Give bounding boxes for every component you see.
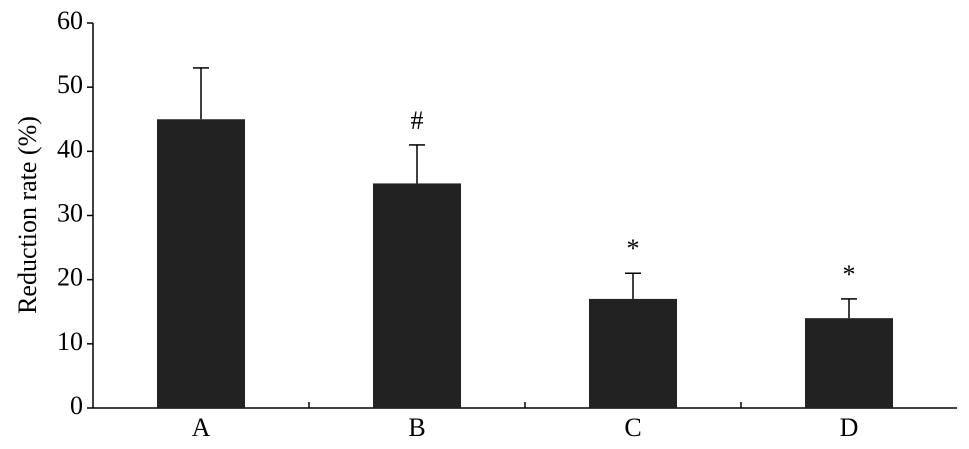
bar <box>373 183 461 408</box>
y-tick-label: 20 <box>57 263 83 292</box>
x-tick-label: D <box>840 413 859 442</box>
y-tick-label: 30 <box>57 198 83 227</box>
bar <box>589 298 677 408</box>
bar <box>157 119 245 408</box>
y-tick-label: 0 <box>70 391 83 420</box>
bar <box>805 318 893 408</box>
y-tick-label: 60 <box>57 6 83 35</box>
y-axis-label: Reduction rate (%) <box>13 116 42 314</box>
y-tick-label: 40 <box>57 134 83 163</box>
x-tick-label: C <box>624 413 641 442</box>
x-tick-label: A <box>192 413 211 442</box>
x-tick-label: B <box>408 413 425 442</box>
annotation: * <box>843 260 856 289</box>
annotation: # <box>411 106 424 135</box>
annotation: * <box>627 234 640 263</box>
y-tick-label: 50 <box>57 70 83 99</box>
y-tick-label: 10 <box>57 327 83 356</box>
